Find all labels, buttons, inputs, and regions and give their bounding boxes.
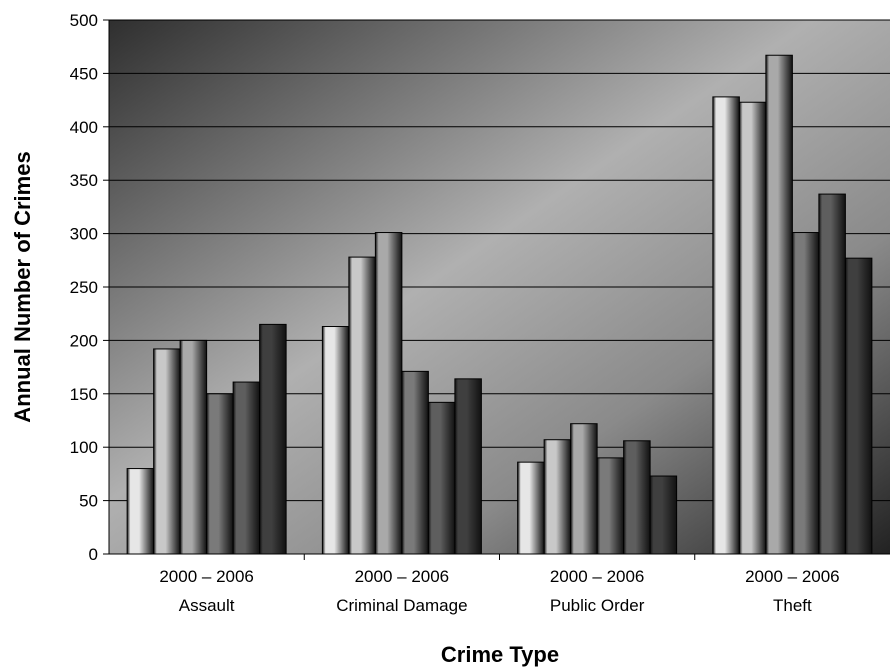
bar (427, 401, 456, 555)
bar (738, 101, 767, 555)
y-axis-title: Annual Number of Crimes (10, 151, 35, 422)
y-tick-label: 200 (70, 331, 98, 350)
bar (126, 468, 155, 555)
bar (153, 348, 181, 555)
y-tick-label: 0 (89, 545, 98, 564)
bar (712, 96, 740, 555)
bar (791, 232, 820, 555)
y-tick-label: 500 (70, 11, 98, 30)
y-tick-label: 300 (70, 225, 98, 244)
bar (517, 461, 545, 555)
bar (649, 475, 678, 555)
y-tick-label: 250 (70, 278, 98, 297)
x-category-name-label: Public Order (550, 596, 645, 615)
y-tick-labels: 0 50 100 150 200 250 300 350 400 450 500 (70, 11, 98, 564)
bar (818, 193, 846, 555)
x-category-range-label: 2000 – 2006 (745, 567, 840, 586)
bar (844, 257, 873, 555)
y-tick-label: 400 (70, 118, 98, 137)
bar (454, 378, 482, 555)
bar (765, 54, 793, 555)
axes (103, 19, 890, 560)
x-category-range-label: 2000 – 2006 (159, 567, 254, 586)
bar (401, 370, 429, 555)
y-tick-label: 350 (70, 171, 98, 190)
bar (348, 256, 376, 555)
bar (374, 232, 403, 555)
x-category-labels: 2000 – 2006 Assault 2000 – 2006 Criminal Da… (159, 567, 839, 615)
bar (570, 423, 598, 555)
bar (259, 323, 287, 555)
x-category-name-label: Criminal Damage (336, 596, 467, 615)
bar (321, 326, 350, 555)
x-category-range-label: 2000 – 2006 (355, 567, 450, 586)
x-category-range-label: 2000 – 2006 (550, 567, 645, 586)
bar (232, 381, 261, 555)
bars (126, 54, 873, 555)
bar (543, 439, 572, 555)
x-axis-title: Crime Type (441, 642, 559, 667)
y-tick-label: 100 (70, 438, 98, 457)
bar (623, 440, 651, 555)
bar (206, 393, 234, 555)
bar (596, 457, 625, 555)
x-category-name-label: Assault (179, 596, 235, 615)
bar (179, 339, 208, 555)
y-tick-label: 50 (79, 492, 98, 511)
y-tick-label: 150 (70, 385, 98, 404)
y-tick-label: 450 (70, 64, 98, 83)
x-category-name-label: Theft (773, 596, 812, 615)
